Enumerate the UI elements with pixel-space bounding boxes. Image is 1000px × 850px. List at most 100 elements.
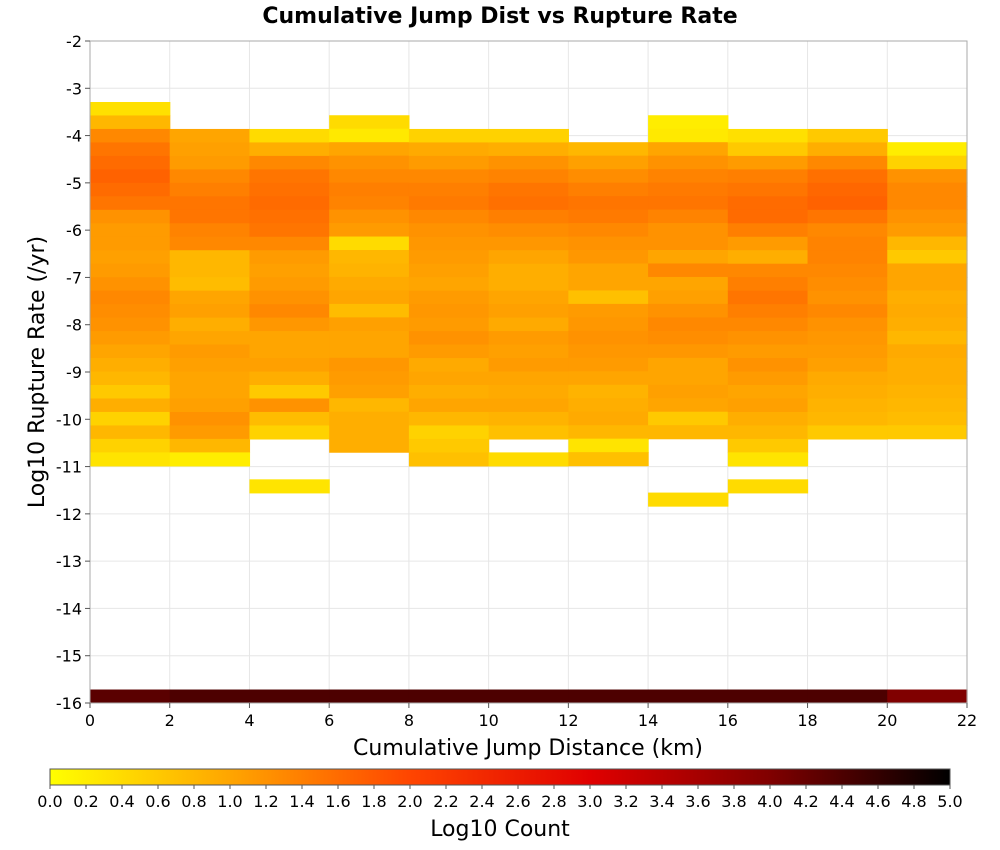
heatmap-cell (408, 304, 490, 319)
heatmap-cell (568, 452, 649, 467)
heatmap-cell (887, 384, 968, 399)
colorbar-tick-label: 3.8 (721, 792, 746, 811)
heatmap-cell (648, 223, 729, 238)
heatmap-cell (90, 304, 171, 319)
colorbar-tick-label: 4.2 (793, 792, 818, 811)
heatmap-cell (568, 371, 649, 386)
heatmap-cell (249, 479, 330, 494)
heatmap-cell (169, 689, 251, 703)
heatmap-cell (648, 371, 729, 386)
heatmap-cell (727, 452, 809, 467)
y-tick-label: -16 (56, 694, 82, 713)
heatmap-cell (887, 196, 968, 211)
heatmap-cell (648, 196, 729, 211)
heatmap-cell (90, 358, 171, 373)
heatmap-cell (90, 182, 171, 197)
heatmap-cell (169, 411, 251, 427)
heatmap-cell (408, 182, 490, 197)
heatmap-cell (648, 290, 729, 305)
heatmap-cell (887, 411, 968, 426)
heatmap-cell (887, 155, 968, 170)
heatmap-cell (169, 331, 251, 346)
heatmap-cell (568, 250, 649, 265)
heatmap-cell (249, 689, 330, 703)
heatmap-cell (887, 317, 968, 332)
heatmap-cell (648, 209, 729, 224)
heatmap-cell (329, 236, 410, 251)
heatmap-cell (727, 358, 809, 373)
heatmap-cell (169, 236, 251, 251)
heatmap-cell (887, 250, 968, 265)
colorbar-tick-label: 3.2 (613, 792, 638, 811)
heatmap-cell (169, 317, 251, 332)
heatmap-cells (90, 101, 968, 703)
heatmap-cell (329, 384, 410, 399)
heatmap-cell (408, 411, 490, 427)
y-tick-label: -13 (56, 552, 82, 571)
y-tick-label: -7 (66, 268, 82, 287)
heatmap-cell (329, 155, 410, 170)
colorbar-tick-label: 0.6 (145, 792, 170, 811)
heatmap-cell (249, 223, 330, 238)
heatmap-cell (169, 142, 251, 157)
heatmap-cell (90, 209, 171, 224)
heatmap-cell (329, 250, 410, 265)
heatmap-cell (648, 344, 729, 359)
heatmap-cell (90, 398, 171, 413)
heatmap-cell (568, 303, 649, 318)
heatmap-cell (329, 209, 410, 224)
heatmap-cell (887, 209, 968, 224)
heatmap-cell (727, 223, 809, 238)
heatmap-cell (807, 411, 888, 427)
colorbar-tick-label: 2.8 (541, 792, 566, 811)
heatmap-cell (408, 371, 490, 386)
heatmap-cell (169, 209, 251, 224)
colorbar-tick-label: 2.6 (505, 792, 530, 811)
heatmap-cell (408, 385, 490, 400)
heatmap-cell (408, 236, 490, 251)
heatmap-cell (727, 196, 809, 211)
heatmap-cell (329, 398, 410, 413)
heatmap-cell (488, 344, 569, 359)
heatmap-cell (727, 250, 809, 265)
heatmap-cell (408, 438, 490, 453)
heatmap-cell (648, 250, 729, 265)
heatmap-cell (169, 155, 251, 170)
heatmap-cell (90, 277, 171, 292)
heatmap-cell (727, 344, 809, 359)
colorbar-tick-label: 5.0 (937, 792, 962, 811)
heatmap-cell (90, 438, 171, 453)
x-tick-label: 12 (558, 711, 578, 730)
colorbar-tick-label: 2.4 (469, 792, 494, 811)
colorbar-tick-label: 1.0 (217, 792, 242, 811)
y-tick-label: -9 (66, 363, 82, 382)
colorbar-tick-label: 3.4 (649, 792, 674, 811)
heatmap-cell (727, 142, 809, 157)
heatmap-cell (488, 385, 569, 400)
heatmap-cell (169, 371, 251, 386)
heatmap-cell (648, 142, 729, 157)
heatmap-cell (727, 128, 809, 144)
heatmap-cell (329, 438, 410, 453)
heatmap-cell (807, 155, 888, 170)
heatmap-cell (727, 182, 809, 197)
x-tick-label: 8 (404, 711, 414, 730)
heatmap-cell (568, 357, 649, 372)
heatmap-cell (329, 182, 410, 197)
heatmap-cell (408, 425, 490, 440)
heatmap-cell (727, 425, 809, 440)
heatmap-cell (727, 398, 809, 413)
heatmap-cell (648, 492, 729, 507)
heatmap-cell (329, 344, 410, 359)
heatmap-cell (727, 277, 809, 292)
heatmap-cell (488, 169, 569, 184)
heatmap-cell (249, 155, 330, 170)
y-tick-label: -3 (66, 79, 82, 98)
heatmap-cell (249, 398, 330, 413)
heatmap-cell (727, 331, 809, 346)
x-tick-label: 14 (638, 711, 658, 730)
heatmap-cell (488, 371, 569, 386)
heatmap-cell (568, 290, 649, 305)
heatmap-cell (329, 263, 410, 278)
